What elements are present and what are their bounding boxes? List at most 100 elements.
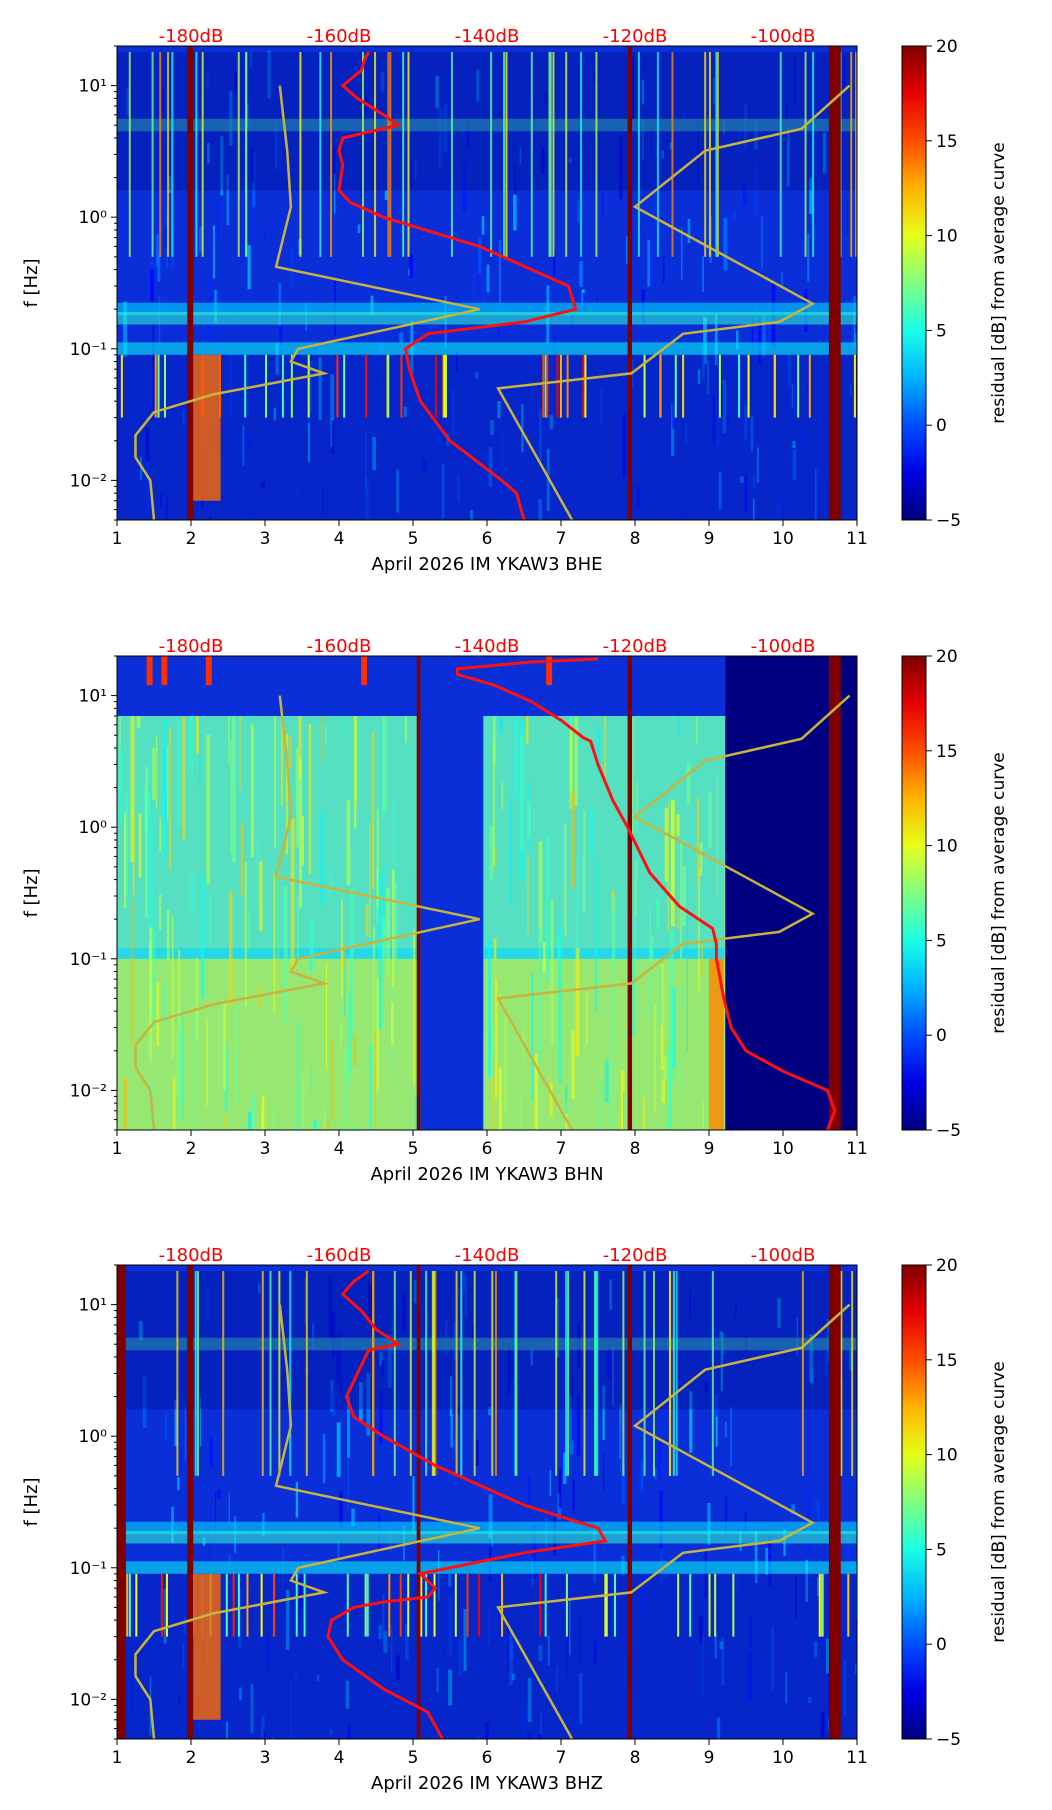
heatmap-cell [531, 972, 534, 1101]
heatmap-cell [527, 1475, 531, 1503]
heatmap-cell [714, 315, 718, 366]
heatmap-spike [167, 52, 170, 257]
heatmap-cell [264, 232, 266, 240]
heatmap-cell [790, 1304, 794, 1320]
x-axis-label: April 2026 IM YKAW3 BHE [372, 554, 603, 575]
heatmap-cell [754, 120, 758, 150]
heatmap-cell [720, 1331, 723, 1392]
heatmap-cell [369, 1283, 372, 1324]
heatmap-cell [792, 441, 796, 449]
heatmap-cell [511, 1673, 515, 1681]
heatmap-cell [240, 1575, 245, 1607]
heatmap-cell [519, 147, 522, 164]
heatmap-cell [686, 907, 688, 1052]
heatmap-cell [220, 349, 223, 397]
heatmap-spike [515, 1271, 518, 1476]
heatmap-cell [365, 478, 369, 520]
heatmap-cell [408, 871, 410, 956]
heatmap-spike [346, 1573, 349, 1637]
heatmap-cell [366, 1373, 371, 1436]
heatmap-cell [530, 1348, 533, 1365]
heatmap-cell [642, 1097, 646, 1130]
heatmap-spike [151, 52, 154, 257]
dark-red-band [828, 1265, 841, 1739]
heatmap-cell [365, 433, 367, 491]
x-axis-label: April 2026 IM YKAW3 BHZ [371, 1773, 603, 1794]
y-tick-label: 10⁻¹ [70, 340, 107, 360]
heatmap-cell [697, 121, 699, 182]
heatmap-spike [804, 52, 807, 257]
heatmap-cell [816, 1498, 821, 1519]
heatmap-cell [383, 863, 385, 932]
heatmap-cell [450, 1414, 453, 1448]
heatmap-cell [456, 476, 461, 502]
heatmap-cell [478, 237, 482, 274]
heatmap-cell [155, 736, 158, 808]
heatmap-spike [566, 354, 569, 418]
heatmap-band [117, 354, 857, 520]
heatmap-cell [414, 1689, 419, 1739]
heatmap-cell [538, 499, 543, 520]
colorbar-label: residual [dB] from average curve [989, 752, 1009, 1033]
x-tick-label: 7 [556, 1139, 567, 1159]
heatmap-cell [545, 835, 550, 983]
heatmap-cell [166, 746, 169, 821]
heatmap-cell [322, 1434, 326, 1484]
heatmap-spike [160, 1573, 163, 1637]
heatmap-cell [217, 200, 220, 241]
heatmap-cell [228, 673, 230, 763]
heatmap-cell [125, 791, 128, 895]
heatmap-cell [507, 1623, 509, 1672]
heatmap-cell [333, 147, 336, 181]
heatmap-cell [739, 476, 744, 483]
heatmap-cell [453, 1439, 458, 1451]
heatmap-cell [659, 967, 663, 1026]
heatmap-spike [708, 1573, 711, 1637]
heatmap-cell [331, 420, 335, 455]
heatmap-cell [241, 1126, 245, 1130]
heatmap-spike [295, 1573, 298, 1637]
heatmap-spike [273, 1573, 276, 1637]
heatmap-cell [345, 1680, 350, 1709]
heatmap-cell [488, 1406, 491, 1416]
heatmap-cell [493, 742, 495, 867]
heatmap-cell [570, 792, 575, 889]
heatmap-band [117, 342, 857, 355]
heatmap-cell [504, 1018, 507, 1113]
heatmap-spike [672, 1271, 675, 1476]
heatmap-cell [503, 481, 506, 518]
heatmap-cell [708, 792, 713, 848]
heatmap-cell [250, 724, 254, 858]
heatmap-cell [855, 1664, 857, 1674]
heatmap-cell [323, 1108, 326, 1130]
y-tick-label: 10⁻¹ [70, 1559, 107, 1579]
heatmap-cell [650, 935, 654, 960]
heatmap-cell [786, 127, 790, 187]
heatmap-spike [556, 354, 559, 418]
heatmap-band [117, 52, 857, 191]
heatmap-cell [387, 1334, 392, 1388]
heatmap-spike [549, 52, 552, 257]
heatmap-cell [806, 381, 809, 395]
colorbar-tick-label: −5 [936, 511, 961, 531]
heatmap-cell [593, 71, 596, 84]
colorbar-tick-label: 10 [936, 1446, 958, 1466]
heatmap-cell [382, 1594, 385, 1645]
heatmap-cell [670, 799, 675, 927]
heatmap-cell [166, 496, 168, 520]
heatmap-cell [514, 164, 517, 199]
heatmap-spike [853, 354, 856, 418]
top-db-label: -180dB [159, 636, 224, 657]
colorbar-tick-label: 10 [936, 227, 958, 247]
heatmap-spike [245, 52, 248, 257]
heatmap-cell [681, 228, 683, 281]
heatmap-cell [390, 1002, 394, 1045]
heatmap-cell [372, 926, 376, 1068]
colorbar-label: residual [dB] from average curve [989, 142, 1009, 423]
heatmap-cell [280, 664, 284, 806]
heatmap-cell [702, 256, 704, 293]
x-tick-label: 4 [334, 1748, 345, 1768]
heatmap-spike [490, 52, 493, 257]
heatmap-cell [612, 974, 615, 1054]
heatmap-cell [324, 723, 327, 747]
